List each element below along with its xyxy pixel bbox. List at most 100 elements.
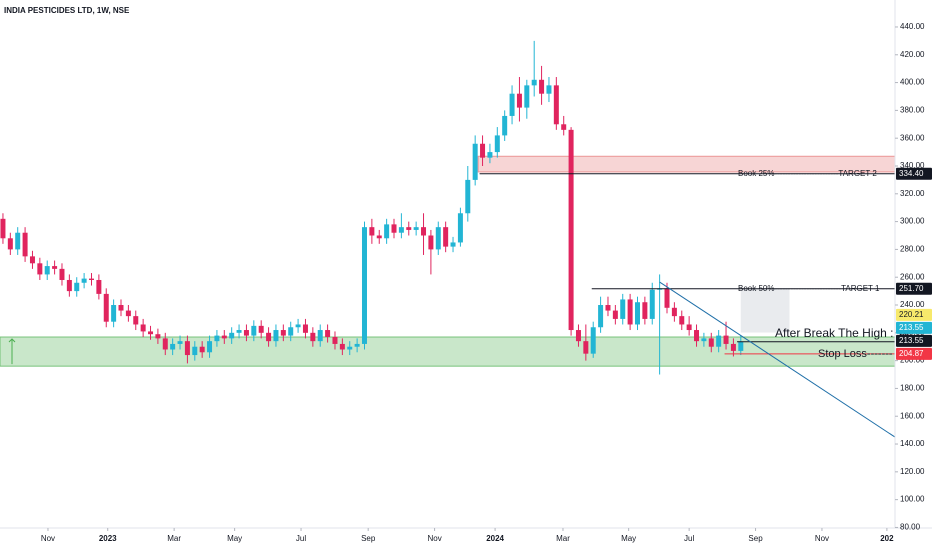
candle-body: [627, 299, 633, 325]
candle-body: [575, 330, 581, 342]
price-label-box: [896, 334, 932, 347]
x-tick-label: Jul: [296, 534, 306, 543]
x-tick-label: Nov: [427, 534, 441, 543]
candle-body: [44, 266, 50, 275]
candle-body: [568, 129, 574, 331]
y-tick-label: 420.00: [900, 50, 925, 59]
candle-body: [723, 335, 729, 344]
candle-body: [494, 135, 500, 153]
y-tick-label: 160.00: [900, 411, 925, 420]
candle-body: [376, 235, 382, 239]
candle-body: [701, 338, 707, 342]
level-text: Book 50%-------------------------TARGET …: [738, 284, 880, 293]
x-tick-label: 2023: [99, 534, 117, 543]
y-tick-label: 240.00: [900, 300, 925, 309]
candle-body: [620, 299, 626, 319]
y-tick-label: 440.00: [900, 22, 925, 31]
candle-body: [170, 343, 176, 350]
y-tick-label: 140.00: [900, 439, 925, 448]
candle-body: [295, 324, 301, 328]
candle-body: [472, 143, 478, 180]
y-tick-label: 400.00: [900, 78, 925, 87]
candle-body: [516, 93, 522, 108]
candle-body: [103, 293, 109, 322]
candle-body: [59, 268, 65, 280]
candle-body: [730, 343, 736, 351]
candle-body: [384, 224, 390, 239]
candle-body: [561, 124, 567, 130]
price-label-box: [896, 282, 932, 295]
candle-body: [406, 227, 412, 230]
candle-body: [88, 278, 94, 280]
price-label-box: [896, 347, 932, 360]
candle-body: [664, 288, 670, 308]
candle-body: [509, 93, 515, 116]
candle-body: [480, 143, 486, 158]
candle-body: [502, 115, 508, 136]
candle-body: [0, 218, 6, 239]
trendline: [659, 281, 896, 438]
level-text: After Break The High : Ta: [775, 326, 910, 340]
candle-body: [214, 335, 220, 342]
candle-body: [37, 263, 43, 275]
candle-body: [642, 302, 648, 319]
candle-body: [317, 330, 323, 342]
candle-body: [229, 332, 235, 339]
x-tick-label: May: [621, 534, 636, 543]
candle-body: [671, 307, 677, 317]
y-tick-label: 200.00: [900, 356, 925, 365]
candle-body: [553, 85, 559, 125]
candle-body: [243, 330, 249, 336]
level-text: Book 25%------------------------TARGET 2: [738, 169, 877, 178]
candle-body: [52, 266, 58, 269]
candle-body: [649, 289, 655, 319]
y-tick-label: 120.00: [900, 467, 925, 476]
candle-body: [421, 227, 427, 236]
candle-body: [66, 279, 72, 292]
candle-body: [524, 85, 530, 108]
candle-body: [288, 327, 294, 336]
x-tick-label: Sep: [361, 534, 376, 543]
candle-body: [435, 227, 441, 250]
price-label-box: [896, 321, 932, 334]
x-tick-label: Nov: [815, 534, 829, 543]
candle-body: [339, 343, 345, 350]
price-label: 220.21: [899, 310, 924, 319]
candle-body: [118, 305, 124, 311]
candle-body: [310, 332, 316, 342]
candle-body: [716, 335, 722, 347]
y-tick-label: 260.00: [900, 272, 925, 281]
candle-body: [221, 335, 227, 339]
candle-body: [443, 227, 449, 247]
x-tick-label: Sep: [748, 534, 763, 543]
candle-body: [679, 316, 685, 325]
candle-body: [634, 302, 640, 325]
price-label: 251.70: [899, 284, 924, 293]
candle-body: [332, 336, 338, 344]
x-tick-label: Nov: [41, 534, 55, 543]
x-tick-label: 2024: [486, 534, 504, 543]
candle-body: [354, 343, 360, 347]
price-label-box: [896, 167, 932, 180]
candle-body: [266, 332, 272, 342]
candle-body: [738, 341, 744, 351]
candle-body: [302, 324, 308, 333]
x-tick-label: Mar: [556, 534, 570, 543]
candle-body: [428, 235, 434, 250]
candle-body: [280, 330, 286, 336]
candle-body: [686, 324, 692, 331]
y-tick-label: 100.00: [900, 495, 925, 504]
candle-body: [369, 227, 375, 236]
candle-body: [74, 282, 80, 292]
zone-arrow-head: [8, 338, 16, 343]
price-label: 204.87: [899, 349, 924, 358]
candle-body: [81, 278, 87, 283]
candle-body: [140, 324, 146, 332]
candle-body: [457, 213, 463, 243]
candle-body: [192, 346, 198, 356]
y-tick-label: 280.00: [900, 245, 925, 254]
highlight-box: [740, 288, 790, 333]
candle-body: [598, 305, 604, 328]
y-tick-label: 180.00: [900, 384, 925, 393]
